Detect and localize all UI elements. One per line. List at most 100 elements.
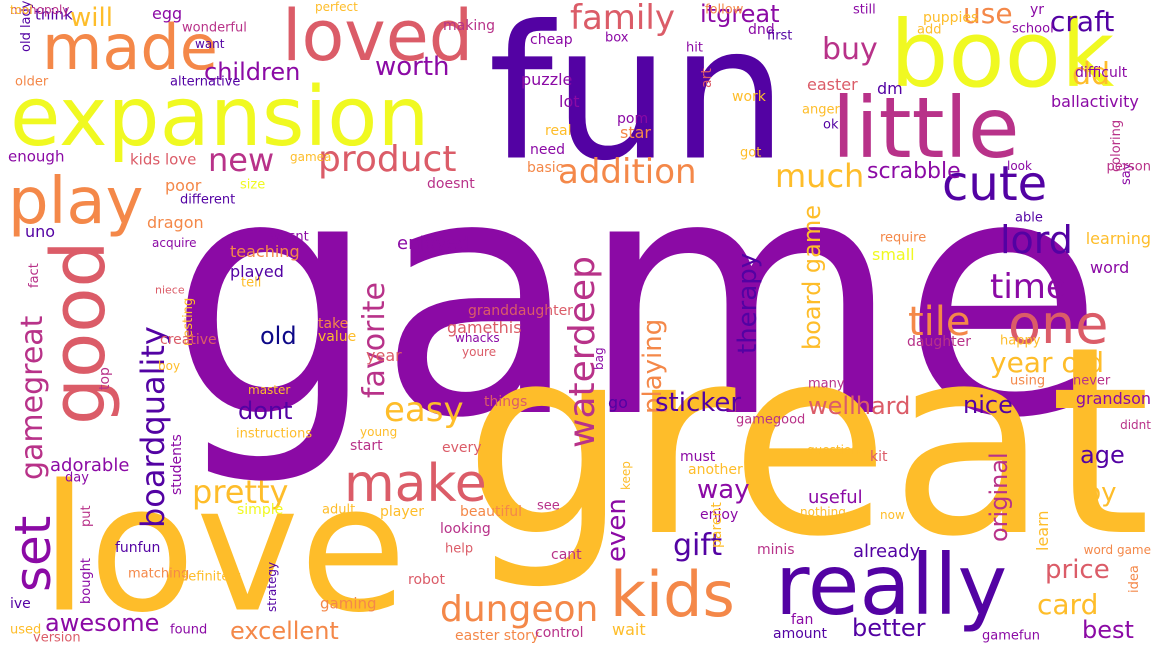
word-gamefun: gamefun xyxy=(982,628,1040,644)
word-lord: lord xyxy=(1000,218,1073,262)
word-now: now xyxy=(880,508,905,522)
word-must: must xyxy=(680,449,716,465)
word-puzzle: puzzle xyxy=(521,70,573,89)
word-expansion: expansion xyxy=(10,70,430,165)
word-whacks: whacks xyxy=(455,331,500,345)
word-kids-love: kids love xyxy=(130,150,197,169)
word-funfun: funfun xyxy=(115,540,161,556)
word-love: love xyxy=(40,448,407,648)
word-make: make xyxy=(344,454,487,514)
word-things: things xyxy=(484,394,528,410)
word-tell: tell xyxy=(241,275,262,291)
word-keep: keep xyxy=(619,461,633,490)
word-original: original xyxy=(985,452,1013,542)
word-favorite: favorite xyxy=(357,282,392,398)
word-uno: uno xyxy=(25,222,56,241)
word-require: require xyxy=(880,230,927,246)
word-parent: parent xyxy=(709,502,725,548)
word-ive: ive xyxy=(10,596,31,612)
word-idea: idea xyxy=(1127,565,1142,593)
word-star: star xyxy=(620,123,651,142)
word-niece: niece xyxy=(155,283,185,297)
word-beautiful: beautiful xyxy=(460,504,523,520)
word-matching: matching xyxy=(128,566,190,582)
word-way: way xyxy=(697,475,750,505)
word-perfect: perfect xyxy=(315,0,358,14)
word-first: first xyxy=(767,28,793,44)
word-start: start xyxy=(350,438,383,454)
word-robot: robot xyxy=(408,572,445,588)
word-art: art xyxy=(699,68,715,88)
word-played: played xyxy=(230,262,284,281)
word-yr: yr xyxy=(1030,2,1045,18)
word-used: used xyxy=(10,622,42,638)
word-dd: dd xyxy=(1072,57,1111,92)
word-daughter: daughter xyxy=(907,334,971,350)
word-play: play xyxy=(8,165,144,239)
word-using: using xyxy=(1010,373,1046,389)
word-hit: hit xyxy=(686,40,703,56)
word-better: better xyxy=(852,614,926,642)
word-version: version xyxy=(33,630,81,646)
word-box: box xyxy=(605,30,629,46)
word-bag: bag xyxy=(592,347,606,370)
word-word: word xyxy=(1090,258,1130,277)
word-board-game: board game xyxy=(798,204,826,350)
word-definitely: definitely xyxy=(180,569,241,585)
word-fact: fact xyxy=(27,263,42,288)
word-pretty: pretty xyxy=(192,473,289,511)
word-take: take xyxy=(318,316,349,332)
word-boardquality: boardquality xyxy=(134,326,172,528)
word-school: school xyxy=(1012,21,1054,37)
word-fun: fun xyxy=(488,0,788,201)
word-help: help xyxy=(445,541,474,557)
word-top: top xyxy=(97,367,113,390)
word-add: add xyxy=(917,22,942,38)
word-old: old xyxy=(260,322,297,350)
word-player: player xyxy=(380,504,425,520)
word-kit: kit xyxy=(870,449,888,465)
word-enjoy: enjoy xyxy=(700,507,739,523)
word-real: real xyxy=(545,123,572,139)
word-got: got xyxy=(740,145,762,161)
word-master: master xyxy=(248,383,291,397)
word-students: students xyxy=(169,434,185,495)
word-good: good xyxy=(36,240,122,426)
word-age: age xyxy=(1080,441,1125,469)
word-lot: lot xyxy=(559,92,580,111)
word-creative: creative xyxy=(160,332,217,348)
word-small: small xyxy=(872,245,915,264)
word-adult: adult xyxy=(322,502,356,518)
word-price: price xyxy=(1045,555,1110,585)
word-word-game: word game xyxy=(1083,543,1151,557)
word-control: control xyxy=(535,625,584,641)
word-time: time xyxy=(990,267,1067,307)
word-puppies: puppies xyxy=(923,10,979,26)
word-ok: ok xyxy=(823,117,839,133)
word-size: size xyxy=(240,177,266,193)
word-nothing: nothing xyxy=(800,505,846,519)
word-gamegreat: gamegreat xyxy=(15,315,50,480)
word-year: year xyxy=(366,346,402,365)
word-egg: egg xyxy=(152,4,183,23)
word-alternative: alternative xyxy=(170,74,241,90)
word-look: look xyxy=(1007,159,1032,173)
word-wellhard: wellhard xyxy=(808,392,911,420)
word-difficult: difficult xyxy=(1075,65,1128,81)
word-useful: useful xyxy=(808,487,863,508)
word-poor: poor xyxy=(165,176,202,195)
word-made: made xyxy=(42,11,218,84)
word-addition: addition xyxy=(558,152,697,192)
word-think: think xyxy=(35,5,73,24)
word-acquire: acquire xyxy=(152,236,197,250)
word-go: go xyxy=(608,393,628,412)
word-wonderful: wonderful xyxy=(182,20,247,36)
word-use: use xyxy=(963,0,1013,30)
word-easy: easy xyxy=(384,390,464,430)
word-wasnt: wasnt xyxy=(270,229,309,245)
word-children: children xyxy=(204,58,301,86)
word-wait: wait xyxy=(612,620,646,639)
word-itgreat: itgreat xyxy=(700,0,780,28)
word-excellent: excellent xyxy=(230,617,339,645)
word-every: every xyxy=(442,440,482,456)
